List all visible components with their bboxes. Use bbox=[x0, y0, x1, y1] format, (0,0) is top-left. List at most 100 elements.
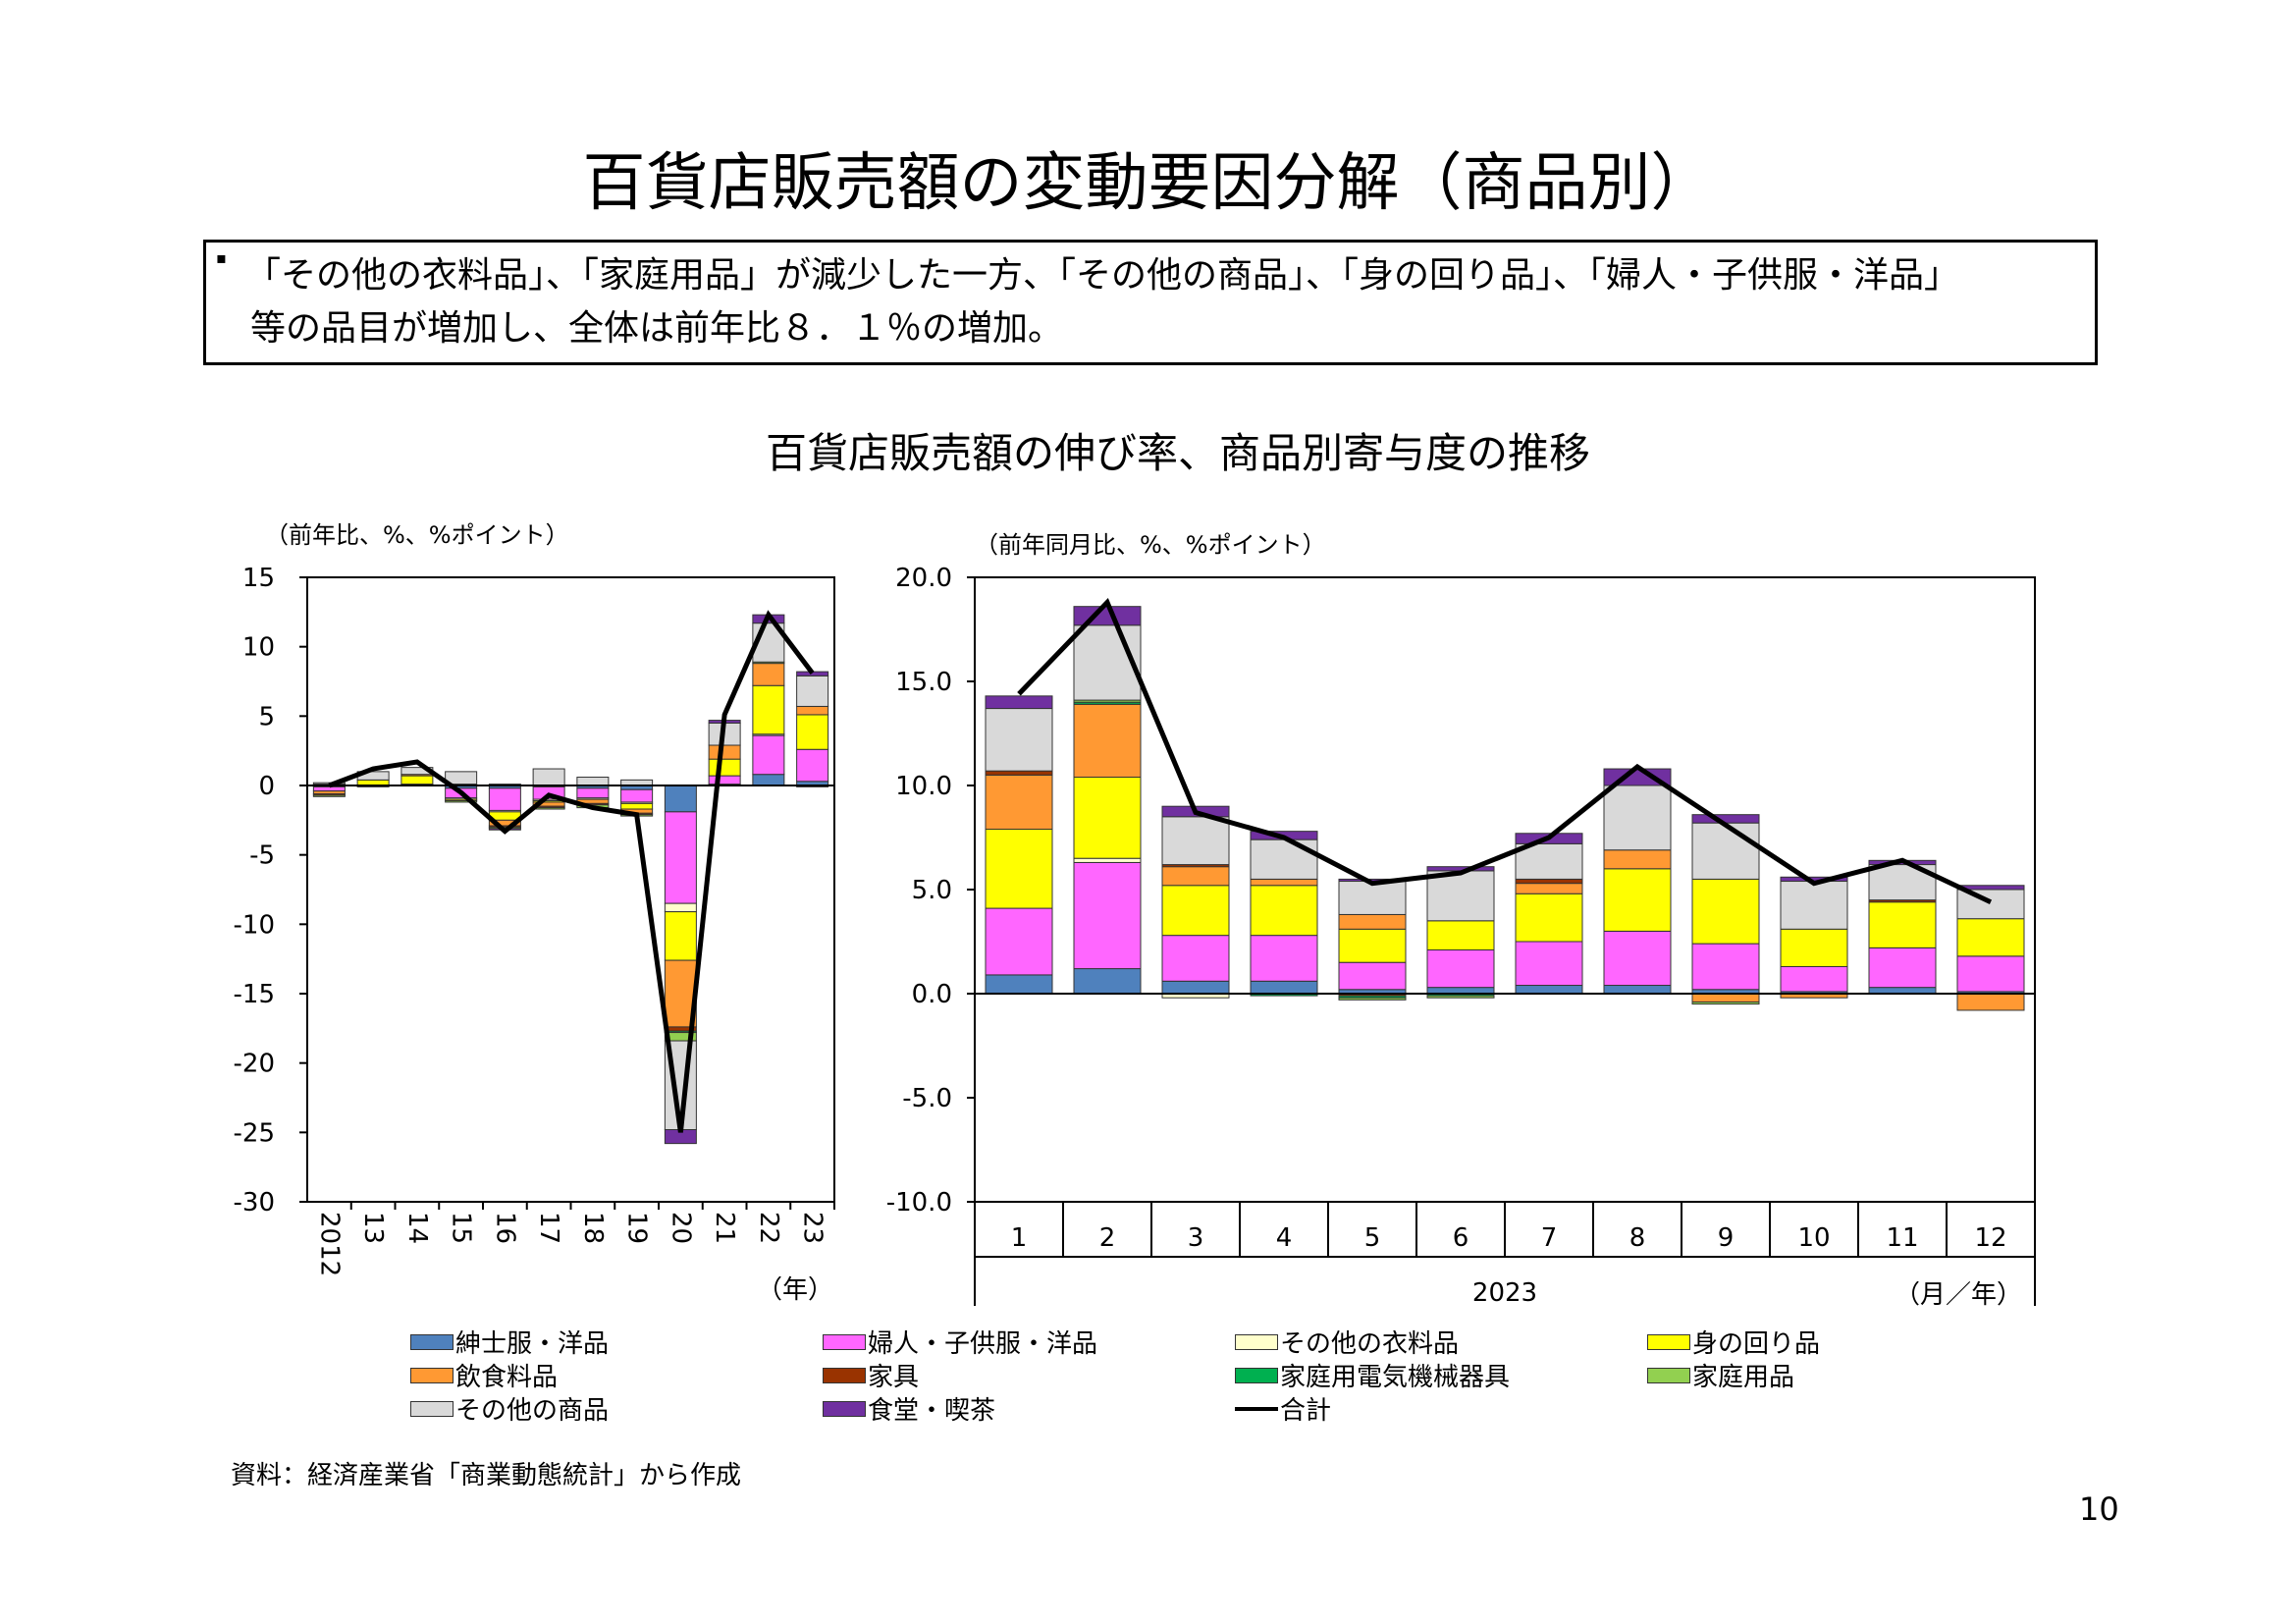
chart2-category-label: 1 bbox=[1011, 1223, 1028, 1253]
chart1-bar-womens bbox=[752, 734, 785, 776]
chart2-category-label: 11 bbox=[1886, 1223, 1918, 1253]
chart1-category-label: 2012 bbox=[314, 1212, 344, 1276]
chart2-bar-household bbox=[1691, 1001, 1760, 1005]
chart2-bar-other_goods bbox=[1515, 842, 1583, 880]
chart2-category-label: 12 bbox=[1974, 1223, 2006, 1253]
summary-box: ▪ 「その他の衣料品」、「家庭用品」が減少した一方、「その他の商品」、「身の回り… bbox=[203, 240, 2098, 365]
chart2-bar-restaurant bbox=[985, 695, 1053, 710]
chart2-y-tick-label: -5.0 bbox=[902, 1084, 952, 1113]
chart1-category-label: 15 bbox=[447, 1212, 476, 1244]
summary-line-2: 等の品目が増加し、全体は前年比８．１％の増加。 bbox=[250, 308, 1064, 349]
chart2-category-label: 5 bbox=[1364, 1223, 1381, 1253]
chart1-bar-accessories bbox=[400, 775, 434, 785]
chart2-bar-mens bbox=[1073, 968, 1142, 995]
chart1-y-tick-label: 5 bbox=[258, 702, 275, 731]
chart1-bar-womens bbox=[576, 787, 610, 799]
chart2-bar-accessories bbox=[1780, 928, 1848, 967]
chart2-category-label: 7 bbox=[1541, 1223, 1558, 1253]
chart2-y-tick-label: 20.0 bbox=[895, 564, 952, 593]
chart1-y-tick-label: -10 bbox=[234, 910, 275, 940]
chart1-category-label: 17 bbox=[534, 1212, 563, 1244]
chart2-bar-other_goods bbox=[1250, 839, 1318, 880]
chart1-bar-mens bbox=[664, 785, 697, 813]
chart2-bar-food bbox=[1956, 993, 2025, 1011]
summary-line-1: 「その他の衣料品」、「家庭用品」が減少した一方、「その他の商品」、「身の回り品」… bbox=[245, 255, 1960, 296]
chart1-y-tick-label: -25 bbox=[234, 1118, 275, 1148]
chart2-y-tick-label: 15.0 bbox=[895, 668, 952, 697]
chart1-bar-food bbox=[752, 663, 785, 686]
chart2-bar-food bbox=[1691, 993, 1760, 1002]
chart2-bar-womens bbox=[1515, 941, 1583, 987]
page-number: 10 bbox=[2079, 1490, 2119, 1528]
chart2-y-axis-title: （前年同月比、%、%ポイント） bbox=[975, 531, 1326, 559]
chart1-category-label: 19 bbox=[622, 1212, 652, 1244]
chart1-bar-other_goods bbox=[532, 768, 565, 786]
chart2-bar-food bbox=[1250, 878, 1318, 887]
chart1-x-axis-title: （年） bbox=[757, 1275, 833, 1305]
bullet-icon: ▪ bbox=[216, 248, 227, 267]
page-title: 百貨店販売額の変動要因分解（商品別） bbox=[582, 147, 1714, 220]
chart1-bar-household bbox=[445, 800, 478, 803]
chart1-bar-accessories bbox=[620, 802, 654, 810]
charts-title: 百貨店販売額の伸び率、商品別寄与度の推移 bbox=[765, 429, 1590, 477]
chart2-bar-womens bbox=[1868, 947, 1937, 989]
chart1-bar-food bbox=[796, 705, 829, 716]
chart2-bar-accessories bbox=[1426, 920, 1495, 950]
chart1-bar-womens bbox=[488, 787, 521, 811]
chart1-bar-other_goods bbox=[796, 675, 829, 707]
chart2-category-label: 8 bbox=[1629, 1223, 1646, 1253]
chart2-bar-food bbox=[1603, 849, 1672, 870]
chart1-category-label: 23 bbox=[798, 1212, 828, 1244]
chart2-bar-mens bbox=[985, 974, 1053, 995]
chart2-bar-womens bbox=[1780, 965, 1848, 993]
chart1-bar-accessories bbox=[708, 758, 741, 777]
chart2-bar-other_goods bbox=[1691, 822, 1760, 880]
chart1-total-line bbox=[328, 610, 815, 1133]
chart2-bar-womens bbox=[1338, 961, 1407, 991]
chart1-bar-mens bbox=[752, 774, 785, 786]
chart2-y-tick-label: -10.0 bbox=[886, 1188, 952, 1218]
chart2-bar-accessories bbox=[1956, 918, 2025, 957]
chart2-y-tick-label: 5.0 bbox=[912, 876, 952, 905]
chart1-category-label: 21 bbox=[710, 1212, 739, 1244]
chart1-y-tick-label: 0 bbox=[258, 772, 275, 801]
chart2-category-label: 10 bbox=[1797, 1223, 1830, 1253]
chart2-bar-food bbox=[1515, 883, 1583, 894]
chart2-bar-mens bbox=[1250, 980, 1318, 995]
chart2-category-label: 3 bbox=[1188, 1223, 1204, 1253]
chart2-bar-restaurant bbox=[1691, 814, 1760, 824]
chart2-bar-accessories bbox=[1603, 868, 1672, 932]
chart2-bar-womens bbox=[1073, 861, 1142, 970]
chart1-bar-womens bbox=[708, 775, 741, 785]
chart1-bar-accessories bbox=[796, 714, 829, 750]
chart1-bar-womens bbox=[664, 811, 697, 904]
chart2-y-tick-label: 10.0 bbox=[895, 772, 952, 801]
chart2-bar-accessories bbox=[1868, 901, 1937, 948]
chart2-category-label: 9 bbox=[1718, 1223, 1735, 1253]
chart2-bar-accessories bbox=[1161, 885, 1230, 937]
chart2-bar-womens bbox=[1426, 948, 1495, 989]
chart1-category-label: 13 bbox=[358, 1212, 388, 1244]
chart2-bar-accessories bbox=[1338, 928, 1407, 963]
chart2-bar-other_clothing bbox=[1073, 857, 1142, 863]
chart1-category-label: 20 bbox=[666, 1212, 695, 1244]
chart1-bar-womens bbox=[620, 788, 654, 803]
chart1-bar-womens bbox=[312, 785, 346, 792]
chart2-bar-other_goods bbox=[1603, 785, 1672, 851]
chart2-bar-restaurant bbox=[1073, 606, 1142, 626]
chart2-x-axis-title: （月／年） bbox=[1895, 1280, 2022, 1310]
chart1-y-tick-label: -15 bbox=[234, 980, 275, 1009]
chart2-category-label: 4 bbox=[1276, 1223, 1293, 1253]
chart2-bar-womens bbox=[1250, 935, 1318, 982]
chart2-bar-accessories bbox=[1515, 893, 1583, 943]
chart1-bar-other_clothing bbox=[664, 902, 697, 913]
chart1-y-tick-label: -5 bbox=[249, 841, 275, 871]
chart2-bar-womens bbox=[1603, 930, 1672, 987]
chart2-bar-womens bbox=[1956, 955, 2025, 993]
chart1-bar-accessories bbox=[752, 684, 785, 735]
chart2-bar-other_goods bbox=[1426, 870, 1495, 922]
chart2-bar-restaurant bbox=[1426, 866, 1495, 872]
chart2-bar-food bbox=[1161, 866, 1230, 887]
chart2-bar-household bbox=[1338, 997, 1407, 1001]
